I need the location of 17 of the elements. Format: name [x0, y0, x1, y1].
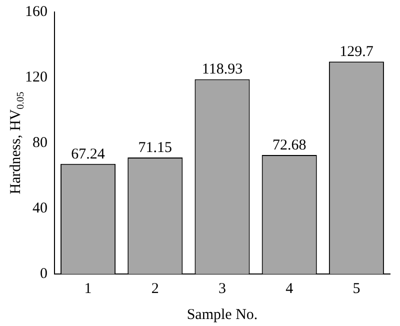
data-label: 72.68	[272, 137, 306, 154]
y-tick-label: 40	[32, 200, 48, 216]
y-tick-label: 80	[32, 134, 48, 151]
y-axis-title: Hardness, HV0.05	[8, 92, 27, 194]
y-tick-label: 0	[40, 266, 48, 282]
data-label: 118.93	[202, 62, 243, 78]
x-tick-label: 4	[286, 280, 294, 297]
x-tick-label: 5	[352, 280, 360, 297]
x-axis-title: Sample No.	[186, 306, 258, 323]
y-tick-label: 160	[25, 4, 48, 20]
x-tick-label: 2	[151, 280, 159, 297]
x-tick-label: 1	[84, 280, 92, 297]
data-label: 129.7	[340, 44, 374, 60]
x-tick-label: 3	[218, 280, 226, 297]
data-label: 71.15	[138, 140, 172, 156]
y-tick-label: 120	[25, 69, 48, 86]
data-label: 67.24	[71, 146, 106, 162]
